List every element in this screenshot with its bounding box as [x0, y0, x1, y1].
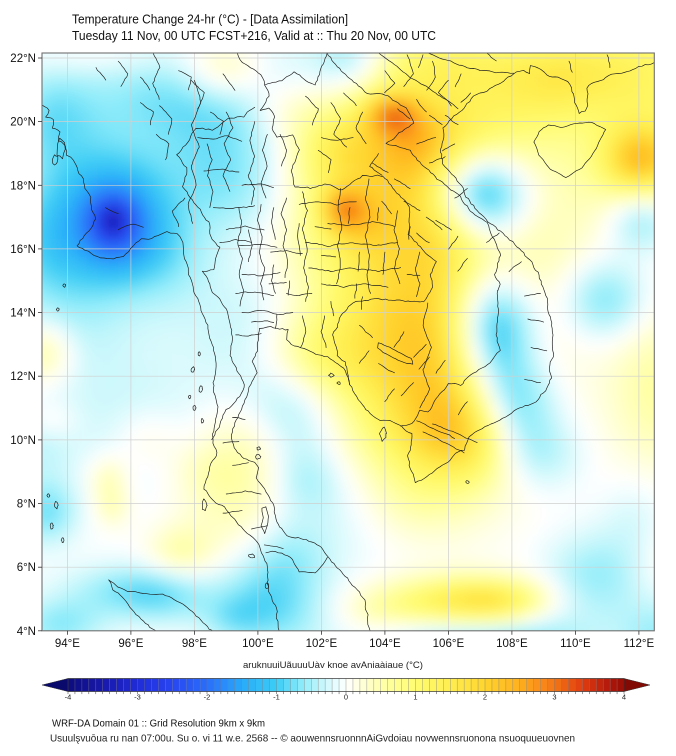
- svg-text:98°E: 98°E: [182, 638, 207, 650]
- svg-text:96°E: 96°E: [118, 638, 143, 650]
- svg-text:108°E: 108°E: [496, 638, 528, 650]
- svg-text:-4: -4: [65, 693, 72, 702]
- svg-text:104°E: 104°E: [369, 638, 401, 650]
- svg-text:3: 3: [552, 693, 556, 702]
- svg-text:4°N: 4°N: [17, 626, 36, 638]
- svg-text:WRF-DA Domain 01 :: Grid Resol: WRF-DA Domain 01 :: Grid Resolution 9km …: [52, 719, 265, 730]
- svg-text:10°N: 10°N: [10, 435, 36, 447]
- svg-text:6°N: 6°N: [17, 562, 36, 574]
- svg-text:Temperature Change 24-hr (°C): Temperature Change 24-hr (°C) - [Data As…: [72, 12, 348, 27]
- svg-text:Usuuls̨vuōua ru nan 07:00u. S: Usuuls̨vuōua ru nan 07:00u. Su o. vi 11…: [50, 734, 575, 745]
- svg-text:2: 2: [483, 693, 487, 702]
- svg-text:-1: -1: [273, 693, 280, 702]
- svg-text:20°N: 20°N: [10, 117, 36, 129]
- svg-text:1: 1: [413, 693, 417, 702]
- svg-text:100°E: 100°E: [242, 638, 274, 650]
- svg-text:110°E: 110°E: [560, 638, 591, 650]
- svg-text:Tuesday 11 Nov, 00 UTC FCST+21: Tuesday 11 Nov, 00 UTC FCST+216, Valid a…: [72, 28, 436, 43]
- svg-text:aruknuuiUãuuuUàv knoe avAnia: aruknuuiUãuuuUàv knoe avAniaàiaue (°C…: [243, 660, 423, 670]
- svg-text:94°E: 94°E: [55, 638, 80, 650]
- svg-text:106°E: 106°E: [433, 638, 465, 650]
- svg-text:0: 0: [344, 693, 348, 702]
- svg-text:-3: -3: [134, 693, 141, 702]
- svg-text:18°N: 18°N: [10, 180, 36, 192]
- svg-text:102°E: 102°E: [306, 638, 338, 650]
- svg-text:16°N: 16°N: [10, 244, 36, 256]
- svg-text:14°N: 14°N: [10, 308, 36, 320]
- svg-text:12°N: 12°N: [10, 371, 36, 383]
- svg-text:112°E: 112°E: [624, 638, 655, 650]
- svg-text:4: 4: [622, 693, 626, 702]
- svg-text:22°N: 22°N: [10, 53, 36, 65]
- svg-text:8°N: 8°N: [17, 499, 36, 511]
- svg-text:-2: -2: [204, 693, 211, 702]
